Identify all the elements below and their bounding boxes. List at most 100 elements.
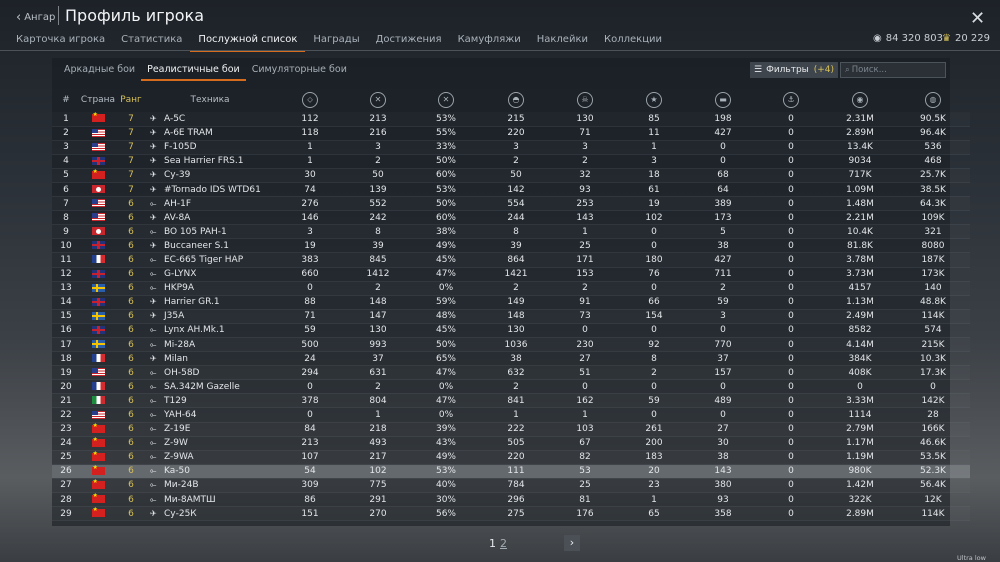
tab-1[interactable]: Карточка игрока [16,34,106,45]
vehicle-cell[interactable]: ✈ Buccaneer S.1 [146,239,274,253]
col-deaths[interactable]: ☠ [550,88,620,112]
table-row[interactable]: 28 6 ⟜ Ми-8АМТШ 86 291 30% 296 81 1 93 0 322K 12K [52,493,970,507]
table-row[interactable]: 12 6 ⟜ G-LYNX 660 1412 47% 1421 153 76 711 0 3.73M 17… [52,267,970,282]
table-row[interactable]: 6 7 ✈ #Tornado IDS WTD61 74 139 53% 142 93 61 64 0 1… [52,182,970,197]
tab-4[interactable]: Награды [313,34,360,45]
next-page-button[interactable]: › [564,535,580,551]
table-row[interactable]: 14 6 ✈ Harrier GR.1 88 148 59% 149 91 66 59 0 1.13M 4… [52,295,970,310]
col-silver-lions[interactable]: ◉ [824,88,896,112]
flag-gb-icon [91,297,105,306]
table-row[interactable]: 24 6 ⟜ Z-9W 213 493 43% 505 67 200 30 0 1.17M 46.6K [52,436,970,451]
tab-7[interactable]: Наклейки [536,34,588,45]
vehicle-cell[interactable]: ✈ Су-25К [146,507,274,521]
battle-mode-tab-3[interactable]: Симуляторные бои [251,64,347,75]
col-air-kills[interactable]: ★ [620,88,688,112]
vehicle-cell[interactable]: ⟜ G-LYNX [146,267,274,281]
table-row[interactable]: 26 6 ⟜ Ka-50 54 102 53% 111 53 20 143 0 980K 52.3K [52,464,970,479]
tab-6[interactable]: Камуфляжи [457,34,521,45]
vehicle-cell[interactable]: ⟜ Ka-50 [146,464,274,478]
table-row[interactable]: 21 6 ⟜ T129 378 804 47% 841 162 59 489 0 3.33M 142K [52,394,970,408]
table-row[interactable]: 15 6 ✈ J35A 71 147 48% 148 73 154 3 0 2.49M 114K [52,309,970,324]
table-row[interactable]: 27 6 ⟜ Ми-24В 309 775 40% 784 25 23 380 0 1.42M 56.4K [52,478,970,493]
stat-research-points: 8080 [921,240,945,251]
country-cell [80,422,116,436]
col-respawns[interactable]: ◓ [482,88,550,112]
col-victories[interactable]: ✕ [346,88,410,112]
battle-mode-tab-2[interactable]: Реалистичные бои [141,62,246,81]
vehicle-cell[interactable]: ⟜ AH-1F [146,197,274,211]
table-row[interactable]: 7 6 ⟜ AH-1F 276 552 50% 554 253 19 389 0 1.48M 64.3K [52,197,970,211]
row-number: 26 [60,466,72,477]
vehicle-cell[interactable]: ⟜ EC-665 Tiger HAP [146,253,274,267]
stat-victories: 291 [369,494,387,505]
back-to-hangar-button[interactable]: ‹ Ангар [16,10,55,25]
vehicle-cell[interactable]: ⟜ BO 105 PAH-1 [146,225,274,239]
stat-air-kills: 0 [651,283,657,294]
col-rank[interactable]: Ранг [120,95,142,105]
rank-cell: 6 [128,395,134,406]
vehicle-cell[interactable]: ⟜ Lynx AH.Mk.1 [146,323,274,337]
table-row[interactable]: 25 6 ⟜ Z-9WA 107 217 49% 220 82 183 38 0 1.19M 53.5K [52,450,970,465]
table-row[interactable]: 20 6 ⟜ SA.342M Gazelle 0 2 0% 2 0 0 0 0 0 0 [52,380,970,394]
stat-ground-kills: 68 [717,170,729,181]
filters-button[interactable]: ☰ Фильтры (+4) [750,62,838,78]
stat-victories: 552 [369,198,387,209]
page-2[interactable]: 2 [500,537,507,550]
table-row[interactable]: 13 6 ⟜ HKP9A 0 2 0% 2 2 0 2 0 4157 140 [52,281,970,296]
table-row[interactable]: 17 6 ⟜ Mi-28A 500 993 50% 1036 230 92 770 0 4.14M 215… [52,338,970,352]
vehicle-cell[interactable]: ✈ Су-39 [146,168,274,182]
battle-mode-tab-1[interactable]: Аркадные бои [64,64,136,75]
vehicle-cell[interactable]: ✈ A-5C [146,112,274,126]
col-win-rate[interactable]: ✕ [410,88,482,112]
table-row[interactable]: 5 7 ✈ Су-39 30 50 60% 50 32 18 68 0 717K 25.7K [52,168,970,183]
vehicle-cell[interactable]: ✈ Sea Harrier FRS.1 [146,154,274,168]
vehicle-cell[interactable]: ✈ Harrier GR.1 [146,295,274,309]
vehicle-cell[interactable]: ⟜ Z-9WA [146,450,274,464]
tab-8[interactable]: Коллекции [604,34,662,45]
table-row[interactable]: 11 6 ⟜ EC-665 Tiger HAP 383 845 45% 864 171 180 42… [52,253,970,268]
stat-deaths: 230 [576,339,594,350]
col-vehicle[interactable]: Техника [190,95,230,105]
search-input[interactable]: ⌕ Поиск... [840,62,946,78]
table-row[interactable]: 22 6 ⟜ YAH-64 0 1 0% 1 1 0 0 0 1114 28 [52,408,970,423]
tab-5[interactable]: Достижения [375,34,442,45]
table-row[interactable]: 18 6 ✈ Milan 24 37 65% 38 27 8 37 0 384K 10.3K [52,352,970,366]
table-row[interactable]: 23 6 ⟜ Z-19E 84 218 39% 222 103 261 27 0 2.79M 166K [52,422,970,437]
flag-us-icon [91,128,105,137]
table-row[interactable]: 10 6 ✈ Buccaneer S.1 19 39 49% 39 25 0 38 0 81.8K 808… [52,239,970,253]
vehicle-cell[interactable]: ✈ A-6E TRAM [146,126,274,140]
col-naval-kills[interactable]: ⚓ [758,88,824,112]
vehicle-cell[interactable]: ✈ Milan [146,352,274,366]
vehicle-cell[interactable]: ⟜ T129 [146,394,274,408]
tab-2[interactable]: Статистика [121,34,183,45]
vehicle-cell[interactable]: ✈ #Tornado IDS WTD61 [146,182,274,196]
close-icon[interactable]: ✕ [970,8,986,29]
page-1[interactable]: 1 [489,537,496,550]
table-row[interactable]: 29 6 ✈ Су-25К 151 270 56% 275 176 65 358 0 2.89M 114K [52,507,970,521]
vehicle-cell[interactable]: ⟜ HKP9A [146,281,274,295]
vehicle-cell[interactable]: ⟜ OH-58D [146,366,274,380]
table-row[interactable]: 3 7 ✈ F-105D 1 3 33% 3 3 1 0 0 13.4K 536 [52,140,970,155]
vehicle-cell[interactable]: ✈ J35A [146,309,274,323]
vehicle-cell[interactable]: ⟜ YAH-64 [146,408,274,422]
vehicle-cell[interactable]: ⟜ Z-19E [146,422,274,436]
table-row[interactable]: 9 6 ⟜ BO 105 PAH-1 3 8 38% 8 1 0 5 0 10.4K 321 [52,225,970,239]
table-row[interactable]: 4 7 ✈ Sea Harrier FRS.1 1 2 50% 2 2 3 0 0 9034 468 [52,154,970,169]
table-row[interactable]: 2 7 ✈ A-6E TRAM 118 216 55% 220 71 11 427 0 2.89M 96.… [52,126,970,141]
col-country[interactable]: Страна [80,95,116,105]
col-battles[interactable]: ⬦ [274,88,346,112]
col-research-points[interactable]: ◍ [896,88,970,112]
vehicle-cell[interactable]: ⟜ Mi-28A [146,338,274,352]
table-row[interactable]: 8 6 ✈ AV-8A 146 242 60% 244 143 102 173 0 2.21M 109K [52,211,970,225]
tab-3[interactable]: Послужной список [190,32,306,52]
vehicle-cell[interactable]: ⟜ Ми-8АМТШ [146,493,274,507]
table-row[interactable]: 1 7 ✈ A-5C 112 213 53% 215 130 85 198 0 2.31M 90.5K [52,112,970,127]
vehicle-cell[interactable]: ⟜ Z-9W [146,436,274,450]
vehicle-cell[interactable]: ✈ F-105D [146,140,274,154]
table-row[interactable]: 16 6 ⟜ Lynx AH.Mk.1 59 130 45% 130 0 0 0 0 8582 574 [52,323,970,338]
table-row[interactable]: 19 6 ⟜ OH-58D 294 631 47% 632 51 2 157 0 408K 17.3K [52,366,970,380]
col-ground-kills[interactable]: ▬ [688,88,758,112]
vehicle-cell[interactable]: ⟜ SA.342M Gazelle [146,380,274,394]
vehicle-cell[interactable]: ⟜ Ми-24В [146,478,274,492]
vehicle-cell[interactable]: ✈ AV-8A [146,211,274,225]
